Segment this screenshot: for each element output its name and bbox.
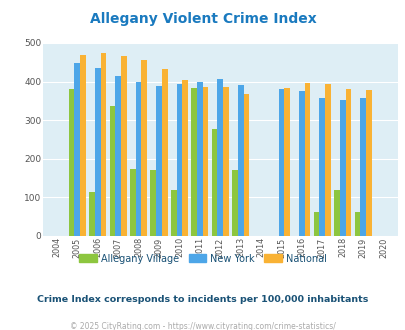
Bar: [211, 129, 217, 236]
Bar: [237, 84, 243, 236]
Bar: [278, 89, 284, 236]
Bar: [298, 91, 304, 236]
Bar: [141, 60, 147, 236]
Bar: [89, 192, 95, 236]
Bar: [223, 86, 228, 236]
Bar: [333, 190, 339, 236]
Bar: [243, 94, 249, 236]
Bar: [100, 53, 106, 236]
Bar: [202, 86, 208, 236]
Bar: [304, 83, 310, 236]
Bar: [191, 88, 196, 236]
Bar: [319, 98, 324, 236]
Bar: [365, 90, 371, 236]
Text: Crime Index corresponds to incidents per 100,000 inhabitants: Crime Index corresponds to incidents per…: [37, 295, 368, 304]
Bar: [156, 86, 162, 236]
Bar: [68, 89, 74, 236]
Bar: [284, 88, 289, 236]
Bar: [80, 55, 86, 236]
Bar: [162, 69, 167, 236]
Bar: [324, 84, 330, 236]
Bar: [130, 169, 135, 236]
Bar: [176, 84, 182, 236]
Bar: [109, 106, 115, 236]
Bar: [95, 68, 100, 236]
Text: Allegany Violent Crime Index: Allegany Violent Crime Index: [90, 12, 315, 25]
Bar: [121, 56, 126, 236]
Bar: [135, 82, 141, 236]
Bar: [182, 80, 188, 236]
Bar: [74, 63, 80, 236]
Text: © 2025 CityRating.com - https://www.cityrating.com/crime-statistics/: © 2025 CityRating.com - https://www.city…: [70, 322, 335, 330]
Bar: [345, 89, 350, 236]
Bar: [196, 82, 202, 236]
Bar: [217, 79, 223, 236]
Bar: [313, 212, 319, 236]
Legend: Allegany Village, New York, National: Allegany Village, New York, National: [75, 249, 330, 267]
Bar: [150, 170, 156, 236]
Bar: [359, 98, 365, 236]
Bar: [171, 190, 176, 236]
Bar: [354, 212, 359, 236]
Bar: [232, 170, 237, 236]
Bar: [115, 76, 121, 236]
Bar: [339, 100, 345, 236]
